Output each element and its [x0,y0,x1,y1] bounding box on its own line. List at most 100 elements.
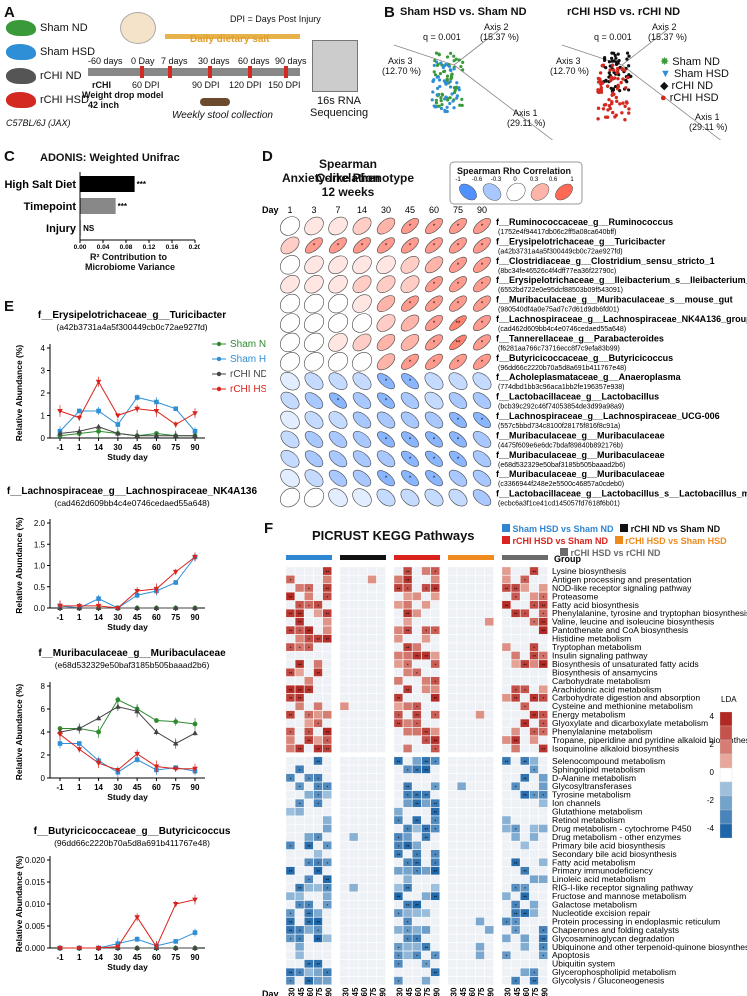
heatmap-cell [304,925,314,935]
taxon-name: f__Lactobacillaceae_g__Lactobacillus_s__… [496,489,747,499]
heatmap-cell [529,642,539,652]
heatmap-cell [475,790,485,799]
pcoa-point-rchi-hsd [618,102,622,106]
panel-d-title-3: 12 weeks [321,185,375,199]
heatmap-cell [367,702,377,711]
significance-mark: ** [307,920,311,925]
heatmap-cell [430,942,440,951]
heatmap-cell [529,917,539,926]
heatmap-cell [421,942,431,951]
heatmap-cell [501,891,511,901]
heatmap-cell [367,875,377,884]
heatmap-cell [304,609,314,618]
salt-bar [165,34,300,39]
pcoa-point-rchi-hsd [623,104,627,109]
pcoa-point-sham-nd [452,54,456,58]
significance-mark: * [425,962,427,967]
heatmap-cell [403,925,413,935]
heatmap-cell [447,798,457,808]
pathway-label: Galactose metabolism [552,900,637,910]
heatmap-cell [430,756,440,766]
heatmap-cell [393,798,403,808]
pathway-label: Energy metabolism [552,710,626,720]
heatmap-cell [376,744,386,753]
heatmap-cell [403,883,413,892]
significance-mark: * [299,802,301,807]
heatmap-cell [313,967,323,977]
pcoa-point-rchi-nd [627,54,631,58]
heatmap-cell [403,858,413,867]
heatmap-cell [285,575,295,584]
significance-mark: ** [289,696,293,701]
pcoa-point-sham-nd [460,97,464,101]
day-tick-label: 60 [360,987,369,996]
heatmap-cell [538,798,548,808]
heatmap-cell [501,583,511,593]
heatmap-cell [322,782,332,791]
data-point [115,422,121,427]
heatmap-cell [520,617,530,626]
heatmap-cell [421,959,431,968]
heatmap-cell [339,782,349,791]
heatmap-cell [511,634,521,643]
pcoa-point-rchi-hsd [611,110,615,115]
taxon-id: (bcb39c292c46f74053854de3d99a98a9) [498,404,624,411]
heatmap-cell [457,773,467,783]
pathway-label: Drug metabolism - cytochrome P450 [552,823,692,833]
heatmap-cell [430,883,440,892]
significance-mark: ** [406,886,410,891]
heatmap-cell [529,685,539,694]
heatmap-cell [430,727,440,736]
significance-mark: * [433,457,436,463]
significance-mark: ** [523,793,527,798]
rho-ellipse [376,275,396,293]
heatmap-cell [295,917,305,926]
heatmap-cell [511,765,521,774]
x-tick-label: 1 [77,953,82,962]
rho-ellipse [280,391,300,410]
heatmap-cell [376,676,386,686]
heatmap-cell [484,908,494,918]
heatmap-cell [457,891,467,901]
pcoa-point-sham-nd [460,103,464,107]
heatmap-cell [538,908,548,918]
heatmap-cell [430,908,440,918]
heatmap-cell [393,609,403,618]
significance-mark: * [416,671,418,676]
heatmap-cell [295,735,305,745]
heatmap-cell [295,959,305,968]
heatmap-cell [447,634,457,643]
heatmap-cell [358,744,368,753]
rho-ellipse [376,411,396,429]
significance-mark: * [317,861,319,866]
significance-mark: * [299,785,301,790]
significance-mark: ** [316,747,320,752]
heatmap-cell [358,735,368,745]
heatmap-cell [304,841,314,850]
heatmap-cell [421,676,431,686]
heatmap-cell [376,798,386,808]
heatmap-cell [421,583,431,593]
heatmap-cell [313,609,323,618]
pcoa-point-rchi-nd [610,56,614,60]
heatmap-cell [484,718,494,728]
taxon-id: (557c5bbd734c8100f28175f816f8c91a) [498,423,620,430]
heatmap-cell [322,934,332,943]
heatmap-cell [285,773,295,783]
pcoa-point-sham-nd [458,103,462,107]
rho-ellipse [280,468,300,488]
pathway-label: Nucleotide excision repair [552,908,651,918]
heatmap-cell [447,668,457,677]
rho-ellipse [449,217,467,235]
heatmap-cell [484,693,494,702]
heatmap-cell [529,883,539,892]
heatmap-cell [475,773,485,783]
heatmap-cell [313,600,323,609]
significance-mark: ** [289,869,293,874]
heatmap-cell [285,685,295,694]
data-point [115,697,121,703]
series-line [59,426,195,437]
heatmap-cell [447,917,457,926]
heatmap-cell [376,773,386,783]
heatmap-cell [358,900,368,909]
